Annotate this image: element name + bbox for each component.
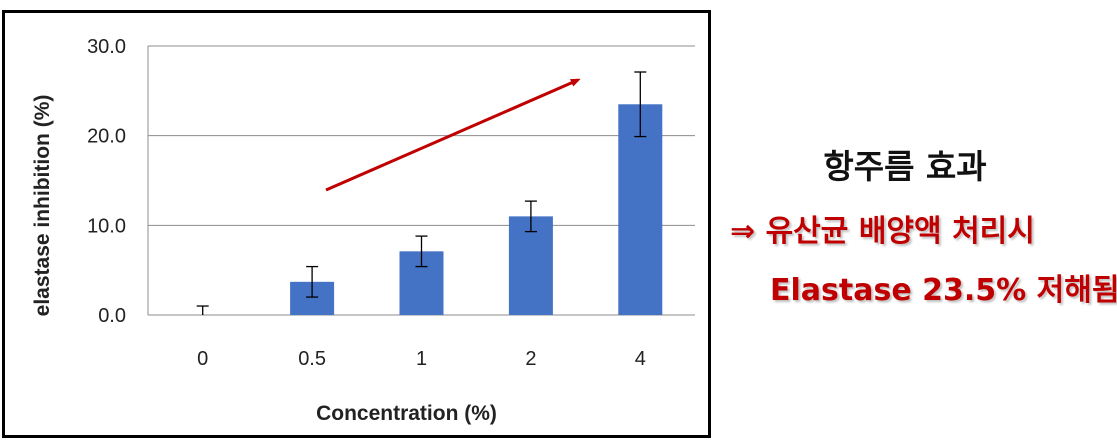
bar-4 xyxy=(618,104,663,316)
x-axis-label: Concentration (%) xyxy=(316,402,497,425)
bar-2 xyxy=(508,216,553,315)
annotation-line-1: ⇒ 유산균 배양액 처리시 xyxy=(730,214,1035,249)
x-tick-label: 0.5 xyxy=(298,348,326,370)
y-tick-label: 30.0 xyxy=(87,36,126,58)
x-tick-label: 1 xyxy=(416,348,427,370)
annotation-line-2: Elastase 23.5% 저해됨 xyxy=(770,273,1117,308)
annotation-title: 항주름 효과 xyxy=(823,147,987,186)
bar-chart: 0.0 10.0 20.0 30.0 0 0.5 1 2 4 Concentration (%) e… xyxy=(31,36,695,425)
chart-frame: 0.0 10.0 20.0 30.0 0 0.5 1 2 4 Concentration (%) e… xyxy=(2,10,711,438)
x-tick-label: 0 xyxy=(197,348,208,370)
y-tick-label: 10.0 xyxy=(87,215,126,237)
trend-arrow xyxy=(325,78,581,192)
x-tick-label: 2 xyxy=(525,348,536,370)
x-tick-label: 4 xyxy=(635,348,646,370)
y-axis-label: elastase inhibition (%) xyxy=(31,95,54,317)
y-tick-label: 0.0 xyxy=(98,305,126,327)
y-tick-label: 20.0 xyxy=(87,126,126,148)
